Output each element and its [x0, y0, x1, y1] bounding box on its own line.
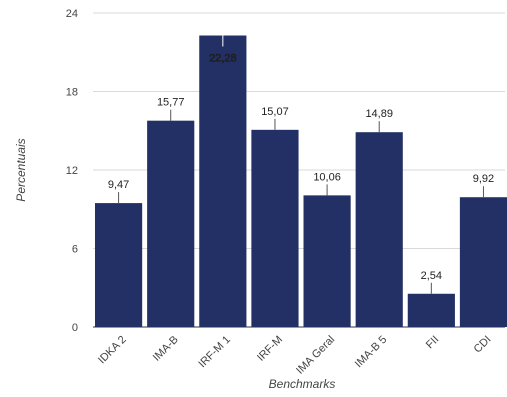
category-label: FII	[424, 334, 442, 352]
category-label: IMA Geral	[294, 334, 337, 377]
y-tick-label: 6	[72, 244, 78, 256]
data-label: 15,77	[157, 97, 185, 109]
bars	[95, 35, 507, 328]
data-label: 9,47	[108, 179, 129, 191]
y-axis-ticks: 0 6 12 18 24	[66, 8, 78, 334]
bar	[459, 197, 507, 327]
data-label: 22,28	[209, 53, 237, 65]
data-label: 10,06	[313, 171, 341, 183]
label-leaders	[118, 35, 484, 294]
bar	[95, 203, 143, 327]
bar	[147, 120, 195, 327]
bar	[199, 35, 247, 328]
data-label: 9,92	[473, 173, 494, 185]
y-tick-label: 18	[66, 87, 78, 99]
y-tick-label: 12	[66, 165, 78, 177]
data-label: 2,54	[421, 270, 442, 282]
category-label: IDKA 2	[96, 334, 129, 367]
y-tick-label: 0	[72, 322, 78, 334]
data-labels: 9,47 15,77 22,28 15,07 10,06 14,89 2,54 9,92	[108, 52, 494, 282]
data-label: 15,07	[261, 106, 289, 118]
data-label: 14,89	[365, 108, 393, 120]
bar	[303, 195, 351, 327]
x-axis-categories: IDKA 2 IMA-B IRF-M 1 IRF-M IMA Geral IMA-B 5 F…	[96, 334, 494, 377]
category-label: IMA-B 5	[353, 334, 390, 371]
bar	[355, 132, 403, 327]
x-axis-title: Benchmarks	[269, 377, 336, 391]
bar	[251, 129, 299, 327]
category-label: IRF-M 1	[196, 334, 233, 371]
y-tick-label: 24	[66, 8, 78, 20]
y-axis-title: Percentuais	[14, 138, 28, 201]
category-label: IMA-B	[151, 334, 181, 364]
bar	[407, 293, 455, 327]
category-label: CDI	[472, 334, 494, 356]
category-label: IRF-M	[255, 334, 285, 364]
